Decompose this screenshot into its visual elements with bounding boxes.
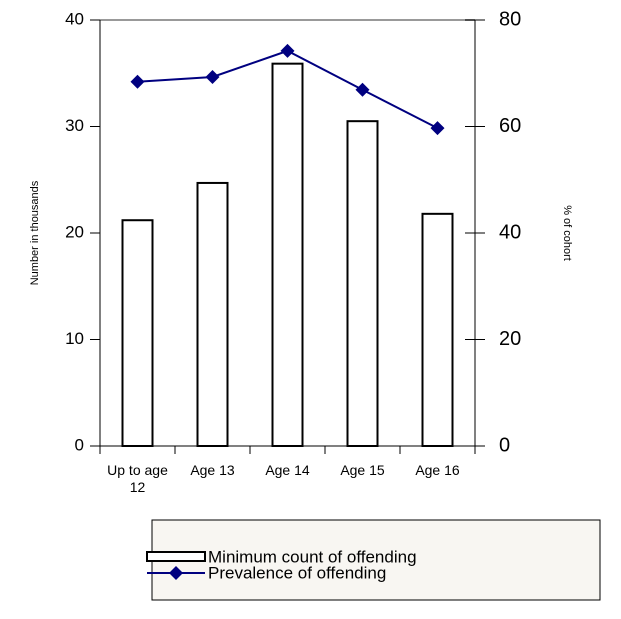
marker	[355, 82, 370, 97]
y-axis-label: Number in thousands	[29, 180, 41, 285]
legend-marker	[169, 566, 183, 580]
y2-tick-label: 40	[499, 221, 521, 243]
legend-box	[151, 519, 601, 601]
x-tick-label: Age 13	[190, 462, 235, 478]
marker	[280, 43, 295, 58]
legend-bar-icon	[146, 551, 206, 562]
y-tick-label: 20	[65, 222, 84, 241]
marker	[430, 121, 445, 136]
marker	[205, 69, 220, 84]
x-tick-label: Age 14	[265, 462, 310, 478]
y2-tick-label: 80	[499, 8, 521, 30]
y-tick-label: 0	[75, 435, 84, 454]
legend-label: Prevalence of offending	[208, 563, 386, 582]
x-tick-label: Up to age 12	[107, 462, 168, 495]
y2-tick-label: 20	[499, 328, 521, 350]
bar	[421, 212, 454, 447]
y-tick-label: 10	[65, 329, 84, 348]
bar	[121, 219, 154, 447]
y2-axis-label: % of cohort	[561, 205, 573, 261]
bar	[346, 120, 379, 448]
bar	[196, 181, 229, 447]
x-tick-label: Age 15	[340, 462, 385, 478]
y-tick-label: 40	[65, 9, 84, 28]
x-tick-label: Age 16	[415, 462, 460, 478]
y-tick-label: 30	[65, 116, 84, 135]
y2-tick-label: 60	[499, 115, 521, 137]
bar	[271, 62, 304, 447]
legend-label: Minimum count of offending	[208, 547, 417, 566]
marker	[130, 74, 145, 89]
y2-tick-label: 0	[499, 434, 510, 456]
